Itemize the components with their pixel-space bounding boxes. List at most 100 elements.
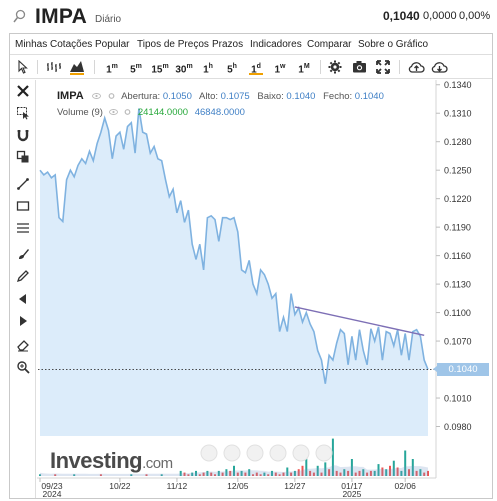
menu-indicators[interactable]: Indicadores xyxy=(250,39,302,50)
volume-bar xyxy=(252,474,254,476)
period-label: Diário xyxy=(95,14,122,25)
interval-5m[interactable]: 5m xyxy=(130,63,142,76)
volume-bar xyxy=(183,472,186,476)
volume-bar xyxy=(210,472,213,476)
menu-my-quotes[interactable]: Minhas Cotações xyxy=(15,39,93,50)
search-icon[interactable] xyxy=(13,9,26,23)
interval-1M[interactable]: 1M xyxy=(298,63,310,76)
arrow-left-icon[interactable] xyxy=(16,292,30,306)
camera-icon[interactable] xyxy=(352,60,367,74)
x-axis-label: 02/06 xyxy=(395,481,417,491)
legend-symbol: IMPA xyxy=(57,90,84,102)
volume-bar xyxy=(404,450,407,476)
zoom-icon[interactable] xyxy=(16,360,30,374)
interval-15m[interactable]: 15m xyxy=(151,63,169,76)
volume-bar xyxy=(236,472,239,476)
volume-bar xyxy=(240,470,243,476)
trend-line[interactable] xyxy=(294,306,425,337)
volume-bar xyxy=(229,470,232,476)
y-axis-label: 0.1220 xyxy=(444,194,472,204)
symbol-title: IMPA xyxy=(35,5,88,28)
area-chart-type-icon[interactable] xyxy=(69,58,85,75)
x-axis-label: 10/22 xyxy=(109,481,131,491)
volume-bar xyxy=(233,465,235,476)
volume-label: Volume (9) xyxy=(57,107,103,118)
interval-1m[interactable]: 1m xyxy=(106,63,118,76)
pen-tool-icon[interactable] xyxy=(16,269,30,283)
volume-bar xyxy=(187,474,190,476)
select-tool-icon[interactable] xyxy=(16,106,30,120)
rectangle-tool-icon[interactable] xyxy=(16,199,30,213)
volume-bar xyxy=(347,470,350,476)
cloud-download-icon[interactable] xyxy=(431,60,448,74)
volume-bar xyxy=(195,470,197,476)
y-axis-label: 0.1190 xyxy=(444,223,471,233)
x-axis-year-label: 2024 xyxy=(43,489,62,499)
high-value: 0.1075 xyxy=(220,91,250,102)
volume-bar xyxy=(320,472,323,476)
interval-1h[interactable]: 1h xyxy=(203,63,213,76)
clone-icon[interactable] xyxy=(16,150,30,164)
x-axis-label: 11/12 xyxy=(167,481,188,491)
close-icon[interactable] xyxy=(16,84,30,98)
volume-value: 24144.0000 xyxy=(137,107,189,118)
fullscreen-icon[interactable] xyxy=(376,60,390,74)
last-price-tag: 0.1040 xyxy=(433,363,489,377)
interval-1w[interactable]: 1w xyxy=(274,63,286,76)
volume-bar xyxy=(202,472,205,476)
volume-bar xyxy=(312,472,315,476)
eye-icon[interactable] xyxy=(92,93,102,100)
y-axis-label: 0.1310 xyxy=(444,109,472,119)
arrow-right-icon[interactable] xyxy=(16,314,30,328)
volume-bar xyxy=(309,470,312,476)
volume-bar xyxy=(39,474,41,476)
volume-bar xyxy=(427,470,429,476)
volume-bar xyxy=(271,470,273,476)
chart-menu: Minhas Cotações Popular Tipos de Preços … xyxy=(10,34,492,55)
settings-icon[interactable] xyxy=(107,93,116,100)
volume-bar xyxy=(411,459,414,476)
volume-ma-value: 46848.0000 xyxy=(194,107,245,118)
y-axis-label: 0.1070 xyxy=(444,337,472,347)
interval-30m[interactable]: 30m xyxy=(175,63,193,76)
magnet-icon[interactable] xyxy=(16,128,30,142)
gear-icon[interactable] xyxy=(328,60,342,74)
menu-compare[interactable]: Comparar xyxy=(307,39,352,50)
cloud-upload-icon[interactable] xyxy=(408,60,425,74)
volume-bar xyxy=(160,474,163,476)
eraser-icon[interactable] xyxy=(16,338,30,352)
menu-price-types[interactable]: Tipos de Preços xyxy=(137,39,209,50)
chart-controls xyxy=(200,444,333,462)
ohlc-legend: IMPA Abertura: 0.1050 Alto: 0.1075 Baixo… xyxy=(57,90,384,102)
x-axis-year-label: 2025 xyxy=(342,489,361,499)
menu-popular[interactable]: Popular xyxy=(95,39,130,50)
volume-bar xyxy=(214,474,216,476)
price-area xyxy=(40,108,428,436)
menu-about-chart[interactable]: Sobre o Gráfico xyxy=(358,39,429,50)
cursor-icon[interactable] xyxy=(17,60,29,74)
volume-bar xyxy=(179,470,182,476)
bar-chart-type-icon[interactable] xyxy=(46,60,62,74)
volume-bar xyxy=(293,470,296,476)
price-change: 0,0000 xyxy=(423,10,457,22)
menu-timeframes[interactable]: Prazos xyxy=(212,39,244,50)
volume-bar xyxy=(274,472,277,476)
volume-bar xyxy=(248,469,251,476)
brush-tool-icon[interactable] xyxy=(16,247,30,261)
y-axis-label: 0.1130 xyxy=(444,280,471,290)
volume-bar xyxy=(130,474,133,476)
settings-icon[interactable] xyxy=(123,109,132,116)
interval-5h[interactable]: 5h xyxy=(227,63,237,76)
volume-bar xyxy=(331,438,334,476)
fibonacci-tool-icon[interactable] xyxy=(16,221,30,235)
y-axis-label: 0.1340 xyxy=(444,80,472,90)
trendline-tool-icon[interactable] xyxy=(16,177,30,191)
chart-toolbar: 1m 5m 15m 30m 1h 5h 1d 1w 1M xyxy=(10,55,492,79)
volume-bar xyxy=(400,470,403,476)
volume-bar xyxy=(396,467,399,476)
volume-bar xyxy=(335,470,338,476)
eye-icon[interactable] xyxy=(108,109,118,116)
y-axis-label: 0.1250 xyxy=(444,166,472,176)
interval-1d[interactable]: 1d xyxy=(249,59,263,75)
